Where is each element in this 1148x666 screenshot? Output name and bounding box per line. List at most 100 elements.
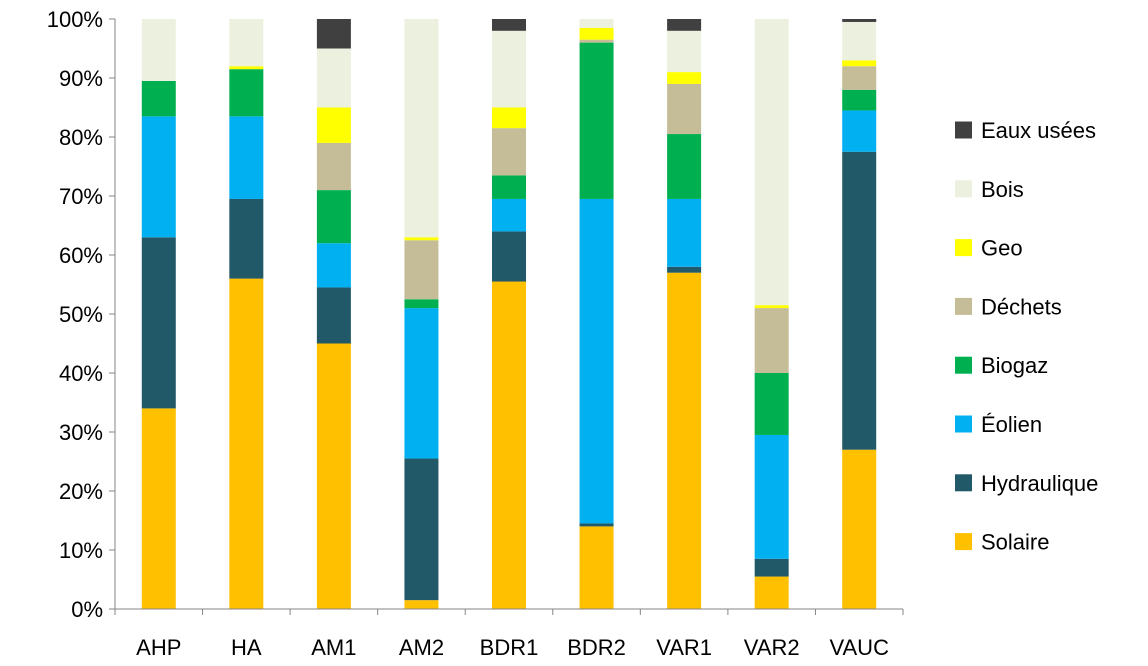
- bar-segment-ahp-2: [141, 116, 176, 238]
- legend-swatch: [955, 474, 972, 492]
- bar-segment-vauc-0: [842, 449, 877, 609]
- bar-segment-var1-3: [667, 134, 702, 199]
- bar-segment-bdr1-1: [492, 231, 526, 282]
- bar-segment-var2-0: [754, 576, 789, 609]
- x-tick-label: VAUC: [829, 635, 889, 660]
- bar-segment-am1-5: [316, 107, 351, 143]
- y-tick-label: 0%: [71, 597, 103, 622]
- bar-segment-ha-6: [229, 19, 264, 67]
- legend-swatch: [955, 121, 972, 139]
- y-tick-label: 60%: [59, 243, 103, 268]
- bar-segment-var2-5: [754, 305, 789, 309]
- bar-segment-ha-5: [229, 66, 264, 70]
- bar-segment-var2-2: [754, 434, 789, 559]
- bar-segment-am1-1: [316, 287, 351, 344]
- legend-label: Hydraulique: [981, 471, 1098, 496]
- y-tick-label: 80%: [59, 125, 103, 150]
- bar-segment-var2-1: [754, 558, 789, 577]
- bar-segment-var2-4: [754, 308, 789, 373]
- x-tick-label: VAR1: [656, 635, 712, 660]
- bar-segment-bdr1-5: [492, 107, 526, 129]
- bar-segment-bdr1-6: [492, 30, 526, 108]
- bar-segment-am1-6: [316, 48, 351, 108]
- x-tick-label: BDR1: [480, 635, 539, 660]
- x-tick-label: HA: [231, 635, 262, 660]
- bar-segment-var1-5: [667, 72, 702, 84]
- bar-segment-vauc-4: [842, 66, 877, 90]
- bar-segment-ha-2: [229, 116, 264, 199]
- bar-segment-var1-2: [667, 198, 702, 267]
- x-tick-label: VAR2: [744, 635, 800, 660]
- legend-swatch: [955, 297, 972, 315]
- legend-label: Solaire: [981, 530, 1049, 555]
- bar-segment-var2-3: [754, 373, 789, 435]
- bar-segment-am1-0: [316, 343, 351, 609]
- y-tick-label: 30%: [59, 420, 103, 445]
- bar-segment-am1-2: [316, 243, 351, 288]
- bar-segment-bdr2-4: [579, 39, 614, 43]
- y-tick-label: 10%: [59, 538, 103, 563]
- legend-label: Éolien: [981, 412, 1042, 437]
- bar-segment-var1-1: [667, 266, 702, 273]
- bar-segment-bdr1-7: [492, 19, 526, 31]
- x-tick-label: AM1: [311, 635, 356, 660]
- bar-segment-am1-4: [316, 142, 351, 191]
- bar-segment-ahp-0: [141, 408, 176, 609]
- legend-swatch: [955, 533, 972, 551]
- y-tick-label: 20%: [59, 479, 103, 504]
- bar-segment-var1-4: [667, 83, 702, 135]
- bar-segment-var2-6: [754, 19, 789, 306]
- bar-segment-bdr2-6: [579, 19, 614, 28]
- bar-segment-am1-7: [316, 19, 351, 49]
- legend-label: Bois: [981, 177, 1024, 202]
- y-tick-label: 50%: [59, 302, 103, 327]
- bar-segment-am2-2: [404, 308, 439, 459]
- bar-segment-vauc-7: [842, 19, 877, 22]
- bar-segment-bdr2-0: [579, 526, 614, 609]
- bar-segment-bdr1-4: [492, 128, 526, 176]
- legend-swatch: [955, 415, 972, 433]
- x-tick-label: BDR2: [567, 635, 626, 660]
- bar-segment-vauc-5: [842, 60, 877, 67]
- bar-segment-bdr1-0: [492, 281, 526, 609]
- bar-segment-ha-3: [229, 69, 264, 117]
- bar-segment-bdr1-3: [492, 175, 526, 199]
- bar-segment-var1-6: [667, 30, 702, 73]
- legend-label: Biogaz: [981, 353, 1048, 378]
- legend-swatch: [955, 356, 972, 374]
- bar-segment-ha-1: [229, 198, 264, 279]
- legend-label: Déchets: [981, 294, 1062, 319]
- bar-segment-ahp-1: [141, 237, 176, 409]
- bar-segment-ahp-6: [141, 19, 176, 81]
- y-tick-label: 70%: [59, 184, 103, 209]
- bar-segment-am2-0: [404, 600, 439, 609]
- legend-swatch: [955, 180, 972, 198]
- bar-segment-vauc-2: [842, 110, 877, 152]
- bar-segment-am1-3: [316, 190, 351, 244]
- bar-segment-vauc-1: [842, 151, 877, 450]
- bar-segment-bdr1-2: [492, 198, 526, 232]
- bar-segment-vauc-6: [842, 21, 877, 61]
- bar-segment-am2-6: [404, 19, 439, 238]
- bar-segment-bdr2-1: [579, 523, 614, 527]
- x-tick-label: AM2: [399, 635, 444, 660]
- legend-swatch: [955, 239, 972, 257]
- legend-label: Geo: [981, 236, 1023, 261]
- y-tick-label: 90%: [59, 66, 103, 91]
- bar-segment-var1-0: [667, 272, 702, 609]
- bar-segment-am2-4: [404, 240, 439, 300]
- bar-segment-bdr2-5: [579, 27, 614, 40]
- bar-segment-ahp-3: [141, 80, 176, 117]
- y-tick-label: 100%: [47, 7, 103, 32]
- bar-segment-var1-7: [667, 19, 702, 31]
- bars-group: [141, 19, 877, 609]
- bar-segment-bdr2-3: [579, 42, 614, 199]
- legend-label: Eaux usées: [981, 118, 1096, 143]
- bar-segment-vauc-3: [842, 89, 877, 111]
- bar-segment-ha-0: [229, 278, 264, 609]
- bar-segment-am2-1: [404, 458, 439, 601]
- legend: Eaux usées Bois Geo Déchets Biogaz Éolien Hydr…: [955, 118, 1098, 555]
- bar-segment-bdr2-2: [579, 198, 614, 524]
